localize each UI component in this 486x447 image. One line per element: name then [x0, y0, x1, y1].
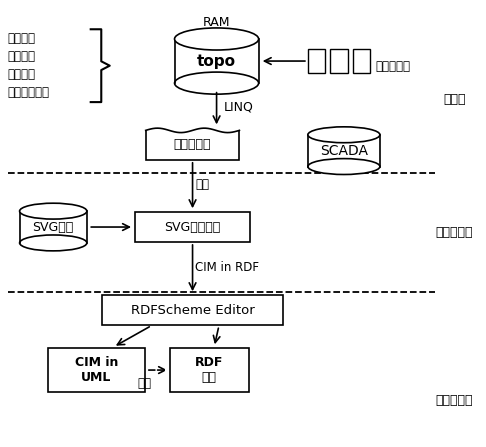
- Text: SVG操作平台: SVG操作平台: [164, 220, 221, 233]
- Ellipse shape: [19, 203, 87, 219]
- Text: 模型定义层: 模型定义层: [435, 393, 473, 407]
- Text: 动作断路器: 动作断路器: [375, 60, 410, 73]
- FancyBboxPatch shape: [330, 49, 348, 73]
- FancyBboxPatch shape: [49, 348, 144, 392]
- Polygon shape: [19, 211, 87, 243]
- FancyBboxPatch shape: [135, 212, 250, 242]
- Text: 应用层: 应用层: [443, 93, 466, 106]
- FancyBboxPatch shape: [146, 128, 240, 160]
- Polygon shape: [174, 39, 259, 83]
- FancyBboxPatch shape: [353, 49, 370, 73]
- FancyBboxPatch shape: [103, 295, 283, 325]
- Text: 调度辅助决策: 调度辅助决策: [8, 87, 50, 100]
- Polygon shape: [308, 135, 380, 167]
- Text: LINQ: LINQ: [224, 101, 254, 114]
- FancyBboxPatch shape: [170, 348, 249, 392]
- Text: 故障诊断: 故障诊断: [8, 50, 35, 63]
- Text: SCADA: SCADA: [320, 143, 368, 158]
- Ellipse shape: [174, 72, 259, 94]
- Text: 厂站接线图: 厂站接线图: [174, 138, 211, 151]
- Text: 网络拓扑: 网络拓扑: [8, 32, 35, 45]
- Text: CIM in
UML: CIM in UML: [75, 356, 118, 384]
- Text: SVG图元: SVG图元: [33, 220, 74, 233]
- Text: CIM in RDF: CIM in RDF: [195, 261, 259, 274]
- Ellipse shape: [308, 127, 380, 143]
- Text: 转换: 转换: [138, 377, 152, 390]
- Text: topo: topo: [197, 54, 236, 68]
- Ellipse shape: [174, 28, 259, 50]
- Text: RDF
语法: RDF 语法: [195, 356, 224, 384]
- FancyBboxPatch shape: [308, 49, 325, 73]
- Ellipse shape: [308, 159, 380, 174]
- Text: 潮流计算: 潮流计算: [8, 68, 35, 81]
- Text: RDFScheme Editor: RDFScheme Editor: [131, 304, 255, 317]
- Ellipse shape: [19, 235, 87, 251]
- Text: 数据填充层: 数据填充层: [435, 226, 473, 239]
- Text: RAM: RAM: [203, 16, 230, 29]
- Text: 整合: 整合: [195, 178, 209, 191]
